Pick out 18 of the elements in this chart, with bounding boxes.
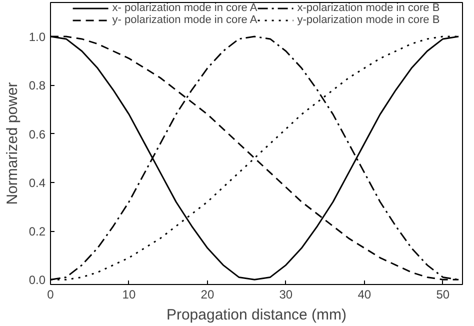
x-tick-label: 10 [122, 288, 136, 302]
legend-label: x- polarization mode in core A [112, 2, 258, 14]
x-axis-title: Propagation distance (mm) [166, 306, 347, 324]
y-tick-label: 0.8 [28, 78, 46, 93]
legend-label: y- polarization mode in core A [112, 14, 258, 26]
y-tick-label: 0.2 [28, 224, 46, 239]
x-tick-label: 50 [436, 288, 450, 302]
y-tick-label: 0.6 [28, 127, 46, 142]
y-tick-label: 0.0 [28, 273, 46, 288]
x-tick-label: 30 [279, 288, 293, 302]
legend-label: y-polarization mode in core B [297, 14, 440, 26]
x-tick-label: 40 [358, 288, 372, 302]
y-tick-label: 0.4 [28, 176, 46, 190]
y-axis-title: Normarized power [4, 82, 21, 205]
legend-label: x-polarization mode in core B [297, 2, 440, 14]
x-tick-label: 0 [47, 288, 54, 302]
y-tick-label: 1.0 [28, 30, 46, 44]
x-tick-label: 20 [200, 288, 214, 302]
